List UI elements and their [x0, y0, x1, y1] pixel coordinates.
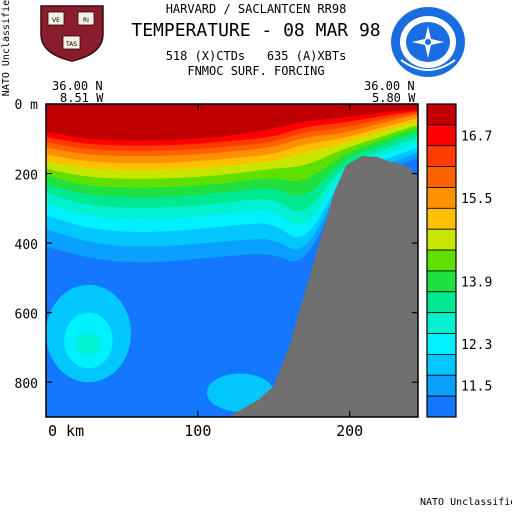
- colorbar-swatch: [426, 249, 457, 272]
- colorbar-swatch: [426, 145, 457, 168]
- colorbar-swatch: [426, 187, 457, 209]
- colorbar-swatch: [426, 353, 457, 376]
- crest-letter: RI: [83, 17, 89, 24]
- isotherm-band: [46, 104, 418, 141]
- y-tick-label: 800: [15, 377, 38, 392]
- colorbar-swatch: [426, 270, 457, 293]
- colorbar-label: 12.3: [461, 338, 492, 353]
- colorbar-swatch: [426, 312, 457, 334]
- colorbar-label: 15.5: [461, 192, 492, 207]
- colorbar-swatch: [426, 166, 457, 188]
- crest-letter: TAS: [65, 41, 77, 48]
- institution-line: HARVARD / SACLANTCEN RR98: [165, 2, 347, 16]
- colorbar-label: 13.9: [461, 275, 492, 290]
- y-tick-label: 200: [15, 169, 38, 184]
- deep-anomaly: [76, 333, 101, 355]
- colorbar-label: 11.5: [461, 380, 492, 395]
- classification-footer: NATO Unclassified: [420, 497, 512, 508]
- colorbar: 16.7 15.5 13.9 12.3 11.5: [426, 103, 492, 418]
- seafloor-mask: [228, 156, 418, 417]
- axes: 0 m 200 400 600 800 0 km 100 200: [15, 98, 418, 440]
- colorbar-swatch: [426, 228, 457, 251]
- colorbar-swatch: [426, 124, 457, 147]
- colorbar-swatch: [426, 291, 457, 314]
- crest-letter: VE: [52, 17, 60, 24]
- right-longitude: 5.80 W: [372, 91, 416, 105]
- colorbar-swatch: [426, 207, 457, 230]
- plot-frame: [45, 103, 419, 418]
- y-tick-label: 600: [15, 308, 38, 323]
- right-latitude: 36.00 N: [364, 79, 415, 93]
- harvard-crest-icon: VE RI TAS: [40, 5, 104, 62]
- x-tick-label: 200: [336, 422, 363, 440]
- y-tick-label: 400: [15, 238, 38, 253]
- left-longitude: 8.51 W: [60, 91, 104, 105]
- x-tick-label: 100: [184, 422, 211, 440]
- left-latitude: 36.00 N: [52, 79, 103, 93]
- colorbar-label: 16.7: [461, 129, 492, 144]
- colorbar-swatch: [426, 395, 457, 418]
- forcing-line: FNMOC SURF. FORCING: [187, 64, 325, 78]
- y-tick-label: 0 m: [15, 98, 39, 113]
- colorbar-swatch: [426, 333, 457, 355]
- page-title: TEMPERATURE - 08 MAR 98: [131, 20, 381, 41]
- x-tick-label: 0 km: [48, 422, 84, 440]
- colorbar-swatch: [426, 103, 457, 126]
- observation-counts: 518 (X)CTDs 635 (A)XBTs: [165, 49, 347, 63]
- seafloor-profile: [228, 156, 418, 417]
- colorbar-frame: [426, 103, 457, 418]
- nato-emblem-icon: [391, 7, 465, 77]
- colorbar-swatch: [426, 374, 457, 397]
- temperature-field: [46, 104, 418, 417]
